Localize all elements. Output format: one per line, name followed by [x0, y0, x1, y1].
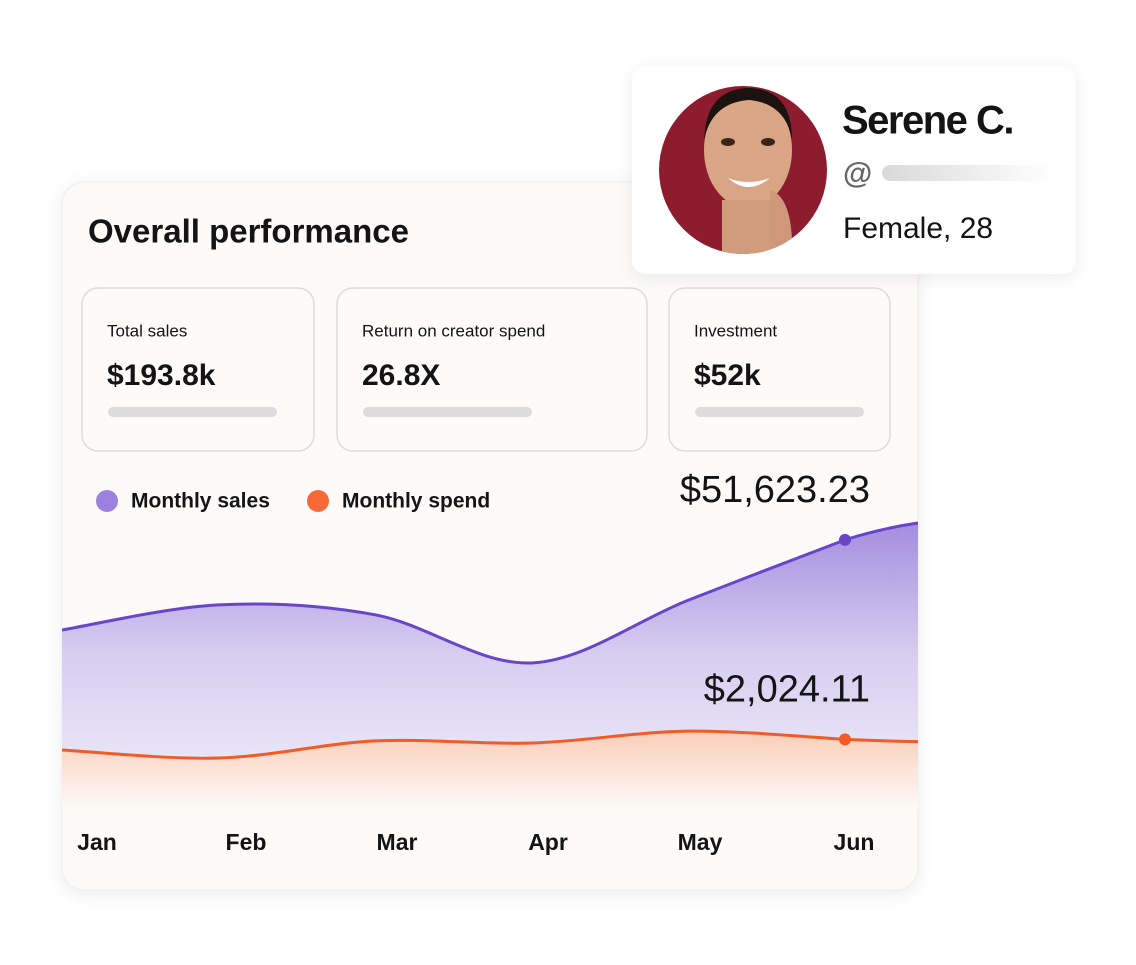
legend-label: Monthly sales: [131, 490, 270, 513]
legend-marker: [96, 490, 118, 512]
value-label: $51,623.23: [680, 469, 870, 511]
stat-value: 26.8X: [362, 359, 440, 392]
stat-label: Investment: [694, 321, 777, 340]
series-line: [62, 538, 846, 665]
x-tick-label: Apr: [528, 829, 568, 855]
stat-placeholder: [363, 407, 532, 417]
x-tick-label: Feb: [226, 829, 267, 855]
legend-marker: [307, 490, 329, 512]
profile-name: Serene C.: [842, 99, 1013, 143]
stat-value: $52k: [694, 359, 761, 392]
stat-placeholder: [695, 407, 864, 417]
point: [839, 733, 851, 746]
chart-title: Overall performance: [88, 213, 409, 250]
legend-label: Monthly spend: [342, 490, 490, 513]
x-tick-label: May: [678, 829, 723, 855]
stat-label: Return on creator spend: [362, 321, 545, 340]
x-tick-label: Jan: [77, 829, 117, 855]
area-fill: [62, 731, 918, 810]
profile-details: Female, 28: [843, 212, 993, 245]
stat-value: $193.8k: [107, 359, 216, 392]
value-label: $2,024.11: [704, 668, 870, 710]
series-line: [62, 729, 846, 760]
profile-handle-prefix: @: [843, 157, 872, 190]
line-tail: [844, 737, 918, 744]
stat-placeholder: [108, 407, 277, 417]
line-tail: [844, 521, 918, 542]
x-tick-label: Jun: [834, 829, 875, 855]
point: [839, 533, 851, 546]
stat-label: Total sales: [107, 321, 187, 340]
avatar: [659, 86, 827, 254]
x-tick-label: Mar: [377, 829, 418, 855]
handle-placeholder: [882, 165, 1052, 181]
